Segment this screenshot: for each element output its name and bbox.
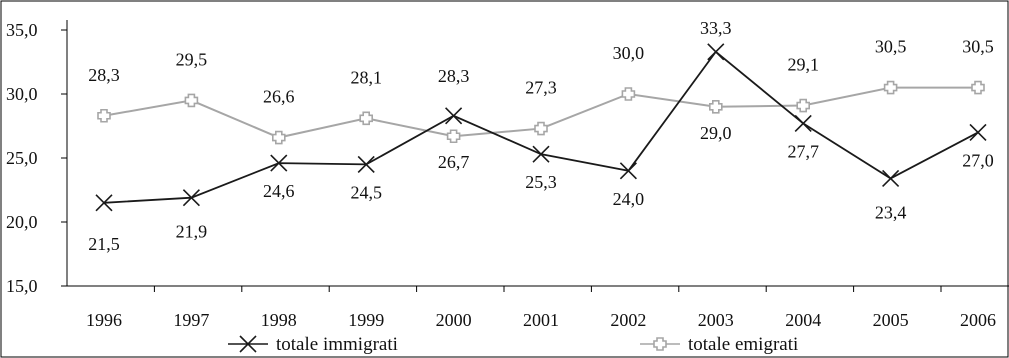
data-point-emigrati [796, 98, 810, 113]
data-label-immigrati: 28,3 [438, 66, 470, 86]
data-point-immigrati [707, 43, 725, 61]
data-label-emigrati: 27,3 [525, 78, 557, 98]
x-tick-label: 2000 [436, 310, 472, 330]
data-label-immigrati: 24,0 [613, 189, 645, 209]
data-point-immigrati [794, 114, 812, 133]
x-tick-label: 2004 [785, 310, 821, 330]
x-tick-label: 2002 [610, 310, 646, 330]
x-tick-label: 2005 [873, 310, 909, 330]
data-label-emigrati: 28,1 [350, 67, 382, 87]
y-tick-label: 25,0 [6, 148, 38, 168]
data-label-emigrati: 30,0 [613, 43, 645, 63]
data-point-emigrati [883, 80, 898, 95]
data-point-immigrati [882, 169, 900, 188]
data-label-immigrati: 21,5 [88, 234, 120, 254]
y-tick-label: 35,0 [6, 20, 38, 40]
data-label-emigrati: 29,0 [700, 123, 732, 143]
data-point-immigrati [445, 107, 463, 125]
data-point-emigrati [359, 111, 373, 126]
x-tick-label: 1998 [261, 310, 297, 330]
data-point-emigrati [971, 80, 985, 95]
data-label-immigrati: 23,4 [875, 202, 907, 222]
data-point-emigrati [709, 100, 723, 114]
data-point-emigrati [534, 121, 548, 136]
data-label-emigrati: 26,7 [438, 152, 470, 172]
data-point-emigrati [184, 93, 199, 108]
data-label-emigrati: 28,3 [88, 65, 120, 85]
data-point-emigrati [621, 87, 636, 101]
x-tick-label: 2006 [960, 310, 996, 330]
data-point-immigrati [270, 154, 288, 172]
legend-marker-emigrati [653, 337, 667, 351]
data-point-immigrati [969, 123, 987, 141]
x-tick-label: 2003 [698, 310, 734, 330]
data-label-immigrati: 24,5 [350, 182, 382, 202]
y-tick-label: 15,0 [6, 276, 38, 296]
data-point-emigrati [97, 108, 111, 123]
x-tick-label: 1996 [86, 310, 122, 330]
legend-label-immigrati: totale immigrati [276, 334, 398, 355]
data-point-immigrati [95, 194, 113, 212]
data-point-emigrati [272, 130, 286, 145]
data-label-immigrati: 27,0 [962, 150, 994, 170]
x-tick-label: 2001 [523, 310, 559, 330]
x-tick-label: 1999 [348, 310, 384, 330]
data-label-immigrati: 25,3 [525, 172, 557, 192]
legend-marker-immigrati [239, 335, 257, 353]
y-tick-label: 20,0 [6, 212, 38, 232]
data-point-immigrati [357, 155, 375, 173]
data-label-emigrati: 30,5 [962, 37, 994, 57]
data-label-immigrati: 24,6 [263, 181, 295, 201]
y-tick-label: 30,0 [6, 84, 38, 104]
data-point-immigrati [532, 145, 550, 163]
data-label-immigrati: 27,7 [787, 141, 819, 161]
x-tick-label: 1997 [173, 310, 209, 330]
legend-label-emigrati: totale emigrati [688, 334, 798, 355]
data-label-emigrati: 29,5 [176, 49, 208, 69]
data-point-immigrati [182, 189, 200, 207]
data-label-immigrati: 33,3 [700, 18, 732, 38]
data-label-emigrati: 26,6 [263, 87, 295, 107]
data-point-immigrati [619, 162, 637, 180]
data-label-emigrati: 29,1 [787, 55, 819, 75]
data-label-immigrati: 21,9 [176, 222, 208, 242]
data-point-emigrati [446, 129, 461, 144]
data-label-emigrati: 30,5 [875, 37, 907, 57]
